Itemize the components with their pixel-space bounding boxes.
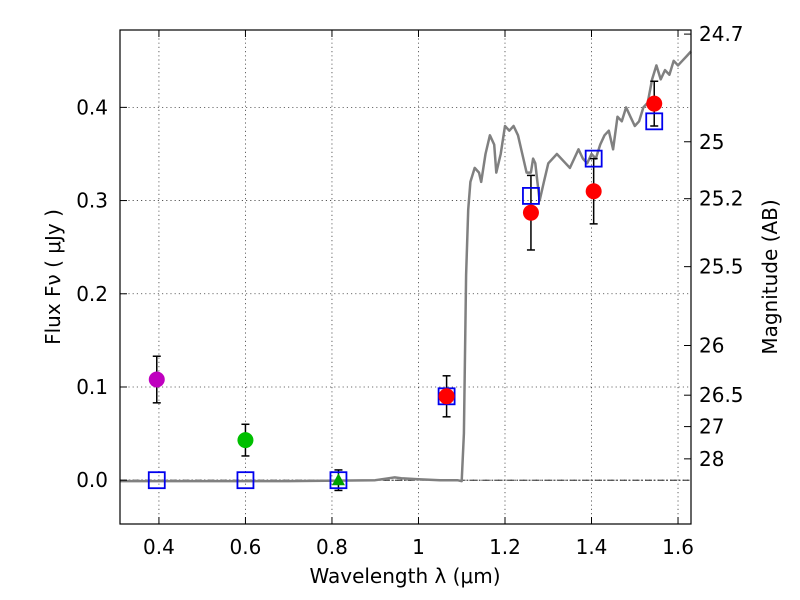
model-flux-square (236, 471, 255, 490)
sed-model-curve (120, 50, 692, 483)
observed-flux-point (646, 95, 663, 112)
y-tick-label: 0.3 (76, 189, 108, 213)
y2-tick-label: 25.5 (699, 255, 744, 279)
observed-flux-point (438, 388, 455, 405)
plot-frame (119, 29, 692, 525)
plot-lines (120, 50, 692, 483)
x-tick-label: 1 (412, 535, 425, 559)
y2-axis-label: Magnitude (AB) (758, 199, 782, 354)
y2-tick-label: 28 (699, 447, 724, 471)
model-flux-square (645, 112, 664, 131)
x-tick-label: 1.2 (489, 535, 521, 559)
observed-flux-triangle (331, 473, 345, 486)
y-axis-label: Flux Fν ( μJy ) (41, 209, 65, 345)
y-tick-label: 0.0 (76, 468, 108, 492)
x-tick-label: 1.6 (662, 535, 694, 559)
y2-tick-label: 25 (699, 130, 724, 154)
y2-tick-label: 24.7 (699, 22, 744, 46)
x-tick-label: 0.6 (230, 535, 262, 559)
x-tick-label: 0.8 (316, 535, 348, 559)
observed-flux-point (237, 432, 254, 449)
x-axis-label: Wavelength λ (μm) (309, 564, 500, 588)
model-flux-square (147, 471, 166, 490)
y2-tick-label: 27 (699, 415, 724, 439)
y-tick-label: 0.1 (76, 375, 108, 399)
x-tick-label: 0.4 (143, 535, 175, 559)
y-tick-label: 0.2 (76, 282, 108, 306)
y-tick-label: 0.4 (76, 95, 108, 119)
grid (120, 30, 691, 524)
observed-flux-point (585, 183, 602, 200)
x-tick-label: 1.4 (576, 535, 608, 559)
model-flux-square (329, 471, 348, 490)
y2-tick-label: 25.2 (699, 187, 744, 211)
data-markers (147, 80, 664, 492)
y2-tick-label: 26.5 (699, 383, 744, 407)
axis-ticks: 0.0 0.1 0.2 0.3 0.4 0.4 0.6 0.8 1 1.2 1.4 1.6 24.7 25… (76, 22, 743, 559)
observed-flux-point (148, 371, 165, 388)
y2-tick-label: 26 (699, 334, 724, 358)
model-flux-square (584, 149, 603, 168)
observed-flux-point (522, 204, 539, 221)
model-flux-square (522, 187, 540, 205)
